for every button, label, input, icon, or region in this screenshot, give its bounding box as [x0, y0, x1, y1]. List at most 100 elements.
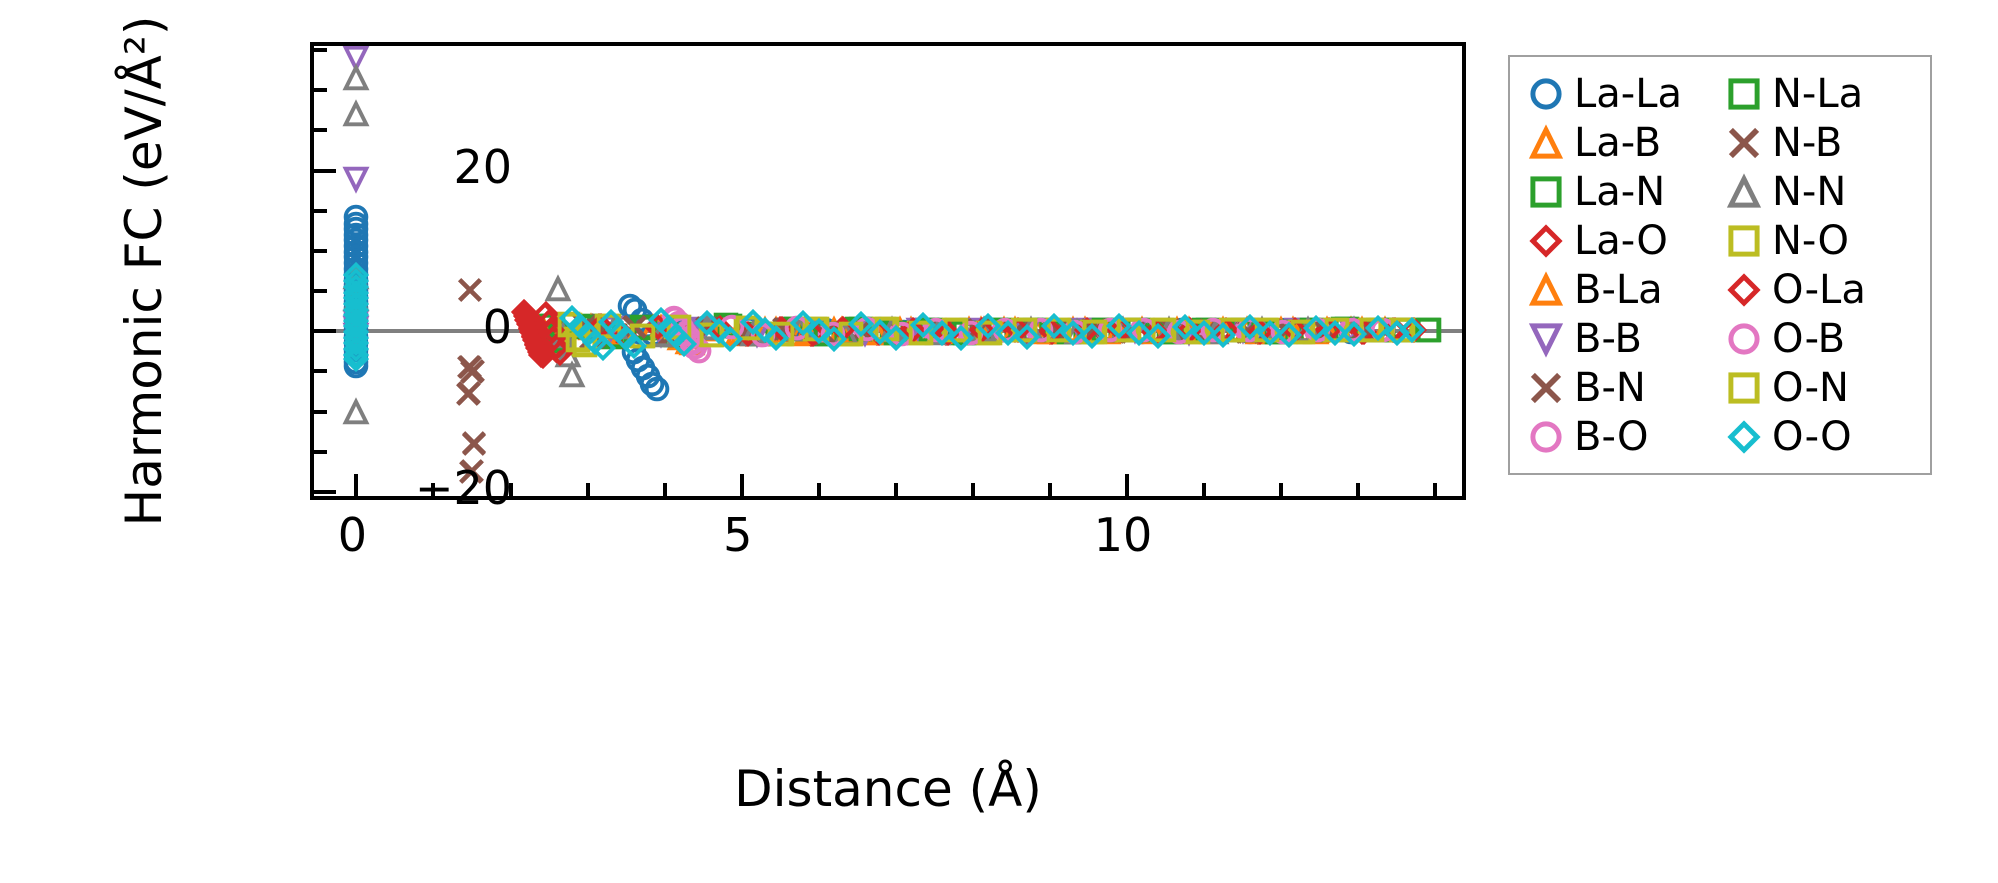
data-point-n-n — [548, 321, 578, 351]
data-point-o-n — [664, 312, 694, 342]
data-point-n-b — [455, 275, 485, 305]
data-point-la-n — [711, 310, 741, 340]
data-point-la-la — [633, 361, 663, 391]
data-point-o-o — [341, 283, 371, 313]
legend-item-la-n[interactable]: La-N — [1524, 169, 1722, 214]
data-point-b-n — [454, 352, 484, 382]
data-point-la-la — [654, 313, 684, 343]
square-marker-icon — [1524, 170, 1568, 214]
data-point-la-n — [596, 322, 626, 352]
legend-item-o-la[interactable]: O-La — [1722, 267, 1920, 312]
x-tick-minor — [1202, 483, 1207, 496]
data-point-o-la — [526, 338, 556, 368]
x-tick-minor — [431, 483, 436, 496]
legend-label: B-N — [1574, 364, 1646, 411]
diamond-marker-icon — [1722, 268, 1766, 312]
data-point-o-la — [610, 321, 640, 351]
data-point-n-n — [646, 320, 676, 350]
data-point-o-o — [908, 310, 938, 340]
data-point-b-o — [715, 312, 745, 342]
legend-item-b-b[interactable]: B-B — [1524, 316, 1722, 361]
legend-item-n-la[interactable]: N-La — [1722, 71, 1920, 116]
data-point-la-o — [731, 319, 761, 349]
x-tick-minor — [970, 483, 975, 496]
data-point-la-la — [341, 259, 371, 289]
data-point-la-o — [525, 337, 555, 367]
data-point-b-b — [341, 320, 371, 350]
data-point-b-b — [596, 313, 626, 343]
data-point-o-o — [341, 272, 371, 302]
legend-item-la-la[interactable]: La-La — [1524, 71, 1722, 116]
data-point-n-o — [661, 312, 691, 342]
data-point-n-la — [573, 312, 603, 342]
y-tick-minor — [314, 449, 327, 454]
plot-axes — [310, 42, 1466, 500]
legend-label: B-B — [1574, 315, 1642, 362]
y-tick-minor — [314, 88, 327, 93]
legend-label: O-La — [1772, 266, 1866, 313]
data-point-o-n — [767, 319, 797, 349]
data-point-b-b — [341, 313, 371, 343]
square-marker-icon — [1722, 366, 1766, 410]
x-marker-icon — [1722, 121, 1766, 165]
data-point-o-o — [341, 295, 371, 325]
data-point-o-la — [798, 319, 828, 349]
data-point-b-n — [692, 313, 722, 343]
legend-item-o-b[interactable]: O-B — [1722, 316, 1920, 361]
legend-item-o-n[interactable]: O-N — [1722, 365, 1920, 410]
data-point-la-n — [573, 311, 603, 341]
legend-item-b-o[interactable]: B-O — [1524, 414, 1722, 459]
data-point-o-o — [341, 340, 371, 370]
data-point-la-o — [523, 333, 553, 363]
legend-item-la-b[interactable]: La-B — [1524, 120, 1722, 165]
data-point-o-b — [684, 336, 714, 366]
data-point-b-o — [781, 313, 811, 343]
data-point-o-o — [1143, 321, 1173, 351]
y-tick-minor — [314, 48, 327, 53]
legend-label: N-La — [1772, 70, 1864, 117]
data-point-o-o — [1104, 311, 1134, 341]
data-point-o-o — [611, 323, 641, 353]
x-tick-minor — [1047, 483, 1052, 496]
y-tick-minor — [314, 369, 327, 374]
data-point-la-la — [638, 319, 668, 349]
data-point-la-b — [638, 313, 668, 343]
data-point-o-la — [512, 302, 542, 332]
legend-item-n-o[interactable]: N-O — [1722, 218, 1920, 263]
legend-item-la-o[interactable]: La-O — [1524, 218, 1722, 263]
data-point-b-o — [667, 313, 697, 343]
data-point-o-b — [818, 319, 848, 349]
data-point-n-b — [694, 313, 724, 343]
legend-item-o-o[interactable]: O-O — [1722, 414, 1920, 459]
legend-item-b-la[interactable]: B-La — [1524, 267, 1722, 312]
data-point-n-la — [811, 319, 841, 349]
data-point-o-o — [761, 323, 791, 353]
data-point-o-o — [341, 260, 371, 290]
data-point-la-la — [341, 242, 371, 272]
data-point-la-la — [341, 293, 371, 323]
data-point-o-o — [341, 334, 371, 364]
y-tick-minor — [314, 409, 327, 414]
data-point-n-n — [557, 360, 587, 390]
circle-marker-icon — [1524, 415, 1568, 459]
x-tick-major — [354, 474, 359, 496]
x-tick-minor — [662, 483, 667, 496]
data-point-n-b — [458, 356, 488, 386]
data-point-o-la — [515, 310, 545, 340]
y-tick-label: −20 — [414, 460, 512, 515]
data-point-la-la — [341, 310, 371, 340]
legend-item-b-n[interactable]: B-N — [1524, 365, 1722, 410]
data-point-la-la — [341, 276, 371, 306]
data-point-n-b — [571, 311, 601, 341]
data-point-o-o — [846, 309, 876, 339]
legend-item-n-n[interactable]: N-N — [1722, 169, 1920, 214]
data-point-o-la — [643, 312, 673, 342]
y-tick-label: 20 — [453, 139, 512, 194]
x-axis-title: Distance (Å) — [734, 760, 1042, 818]
legend-label: N-B — [1772, 119, 1843, 166]
data-point-b-la — [576, 313, 606, 343]
legend-item-n-b[interactable]: N-B — [1722, 120, 1920, 165]
data-point-la-o — [543, 337, 573, 367]
data-point-o-o — [573, 319, 603, 349]
data-point-o-o — [588, 333, 618, 363]
